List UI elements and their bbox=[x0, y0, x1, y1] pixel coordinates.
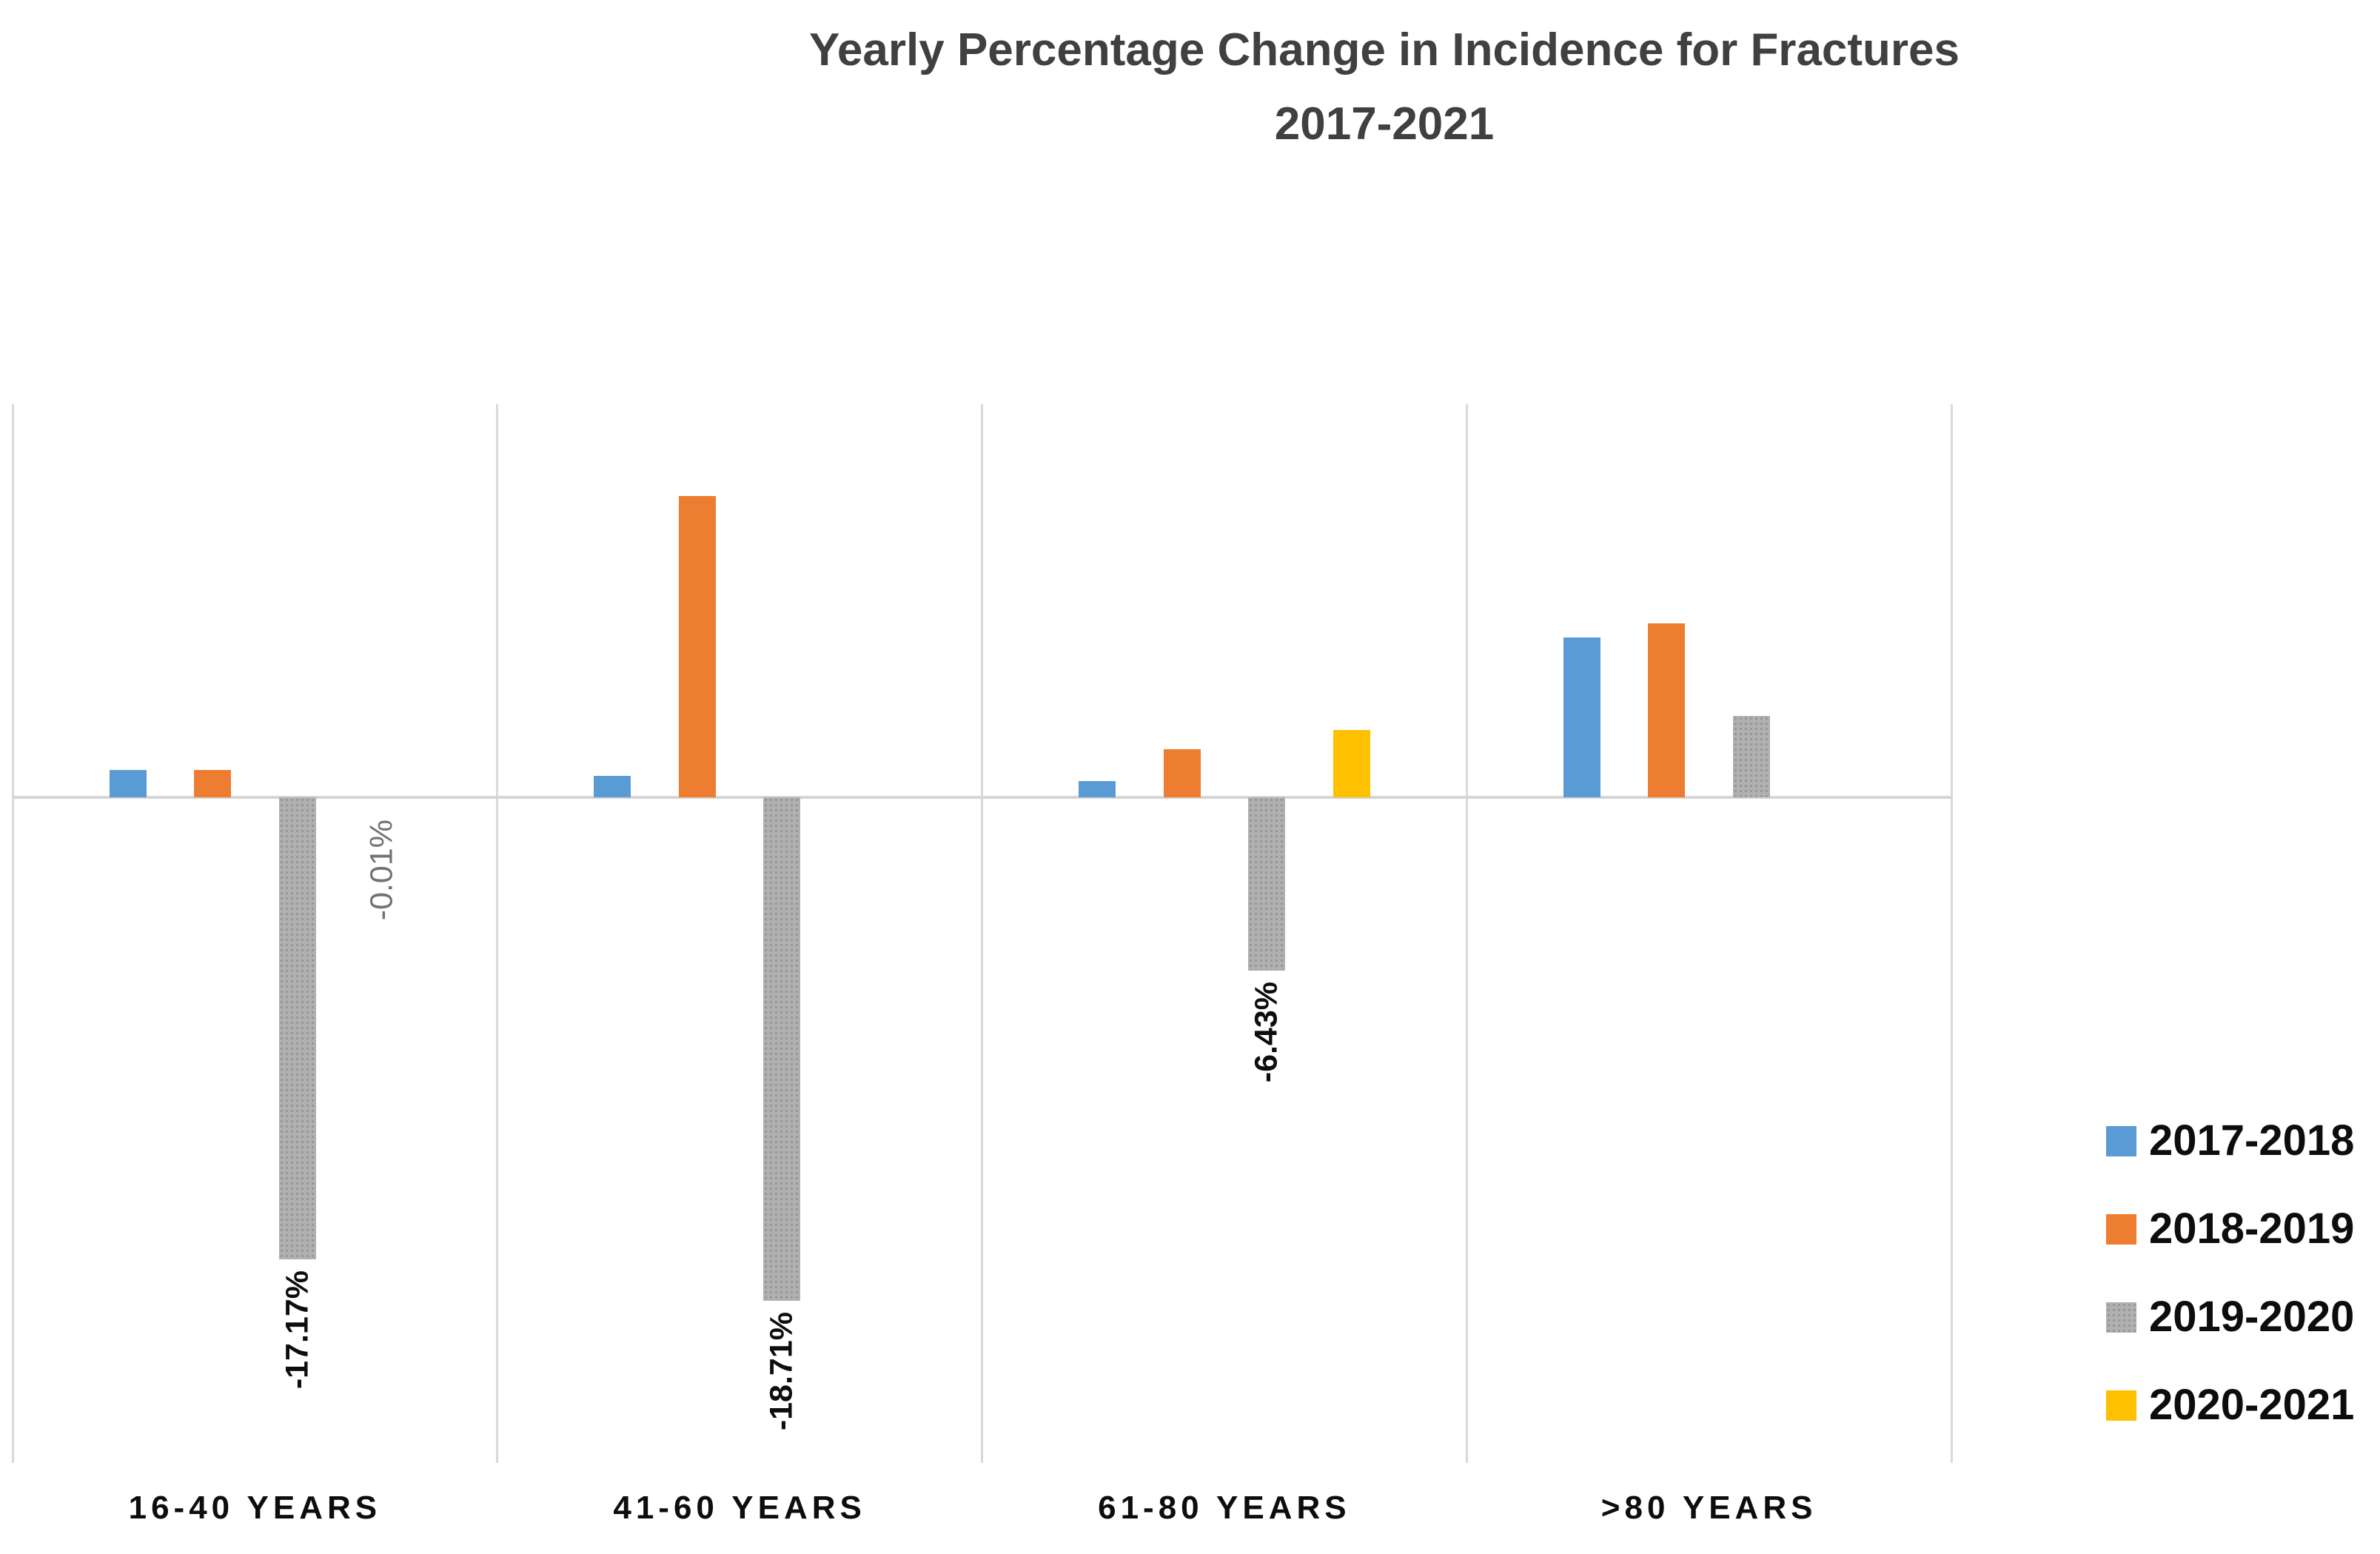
legend-swatch-icon bbox=[2106, 1390, 2136, 1421]
bar-2018-2019-41-60-years bbox=[678, 495, 716, 797]
bar-2019-2020-41-60-years bbox=[763, 797, 801, 1302]
legend-swatch-icon bbox=[2106, 1302, 2136, 1333]
x-axis-label-61-80-years: 61-80 YEARS bbox=[1098, 1490, 1351, 1526]
legend-label: 2017-2018 bbox=[2149, 1116, 2355, 1165]
category-separator-gridline bbox=[981, 404, 983, 1463]
zero-axis-line bbox=[13, 796, 1951, 799]
x-axis-label-16-40-years: 16-40 YEARS bbox=[128, 1490, 382, 1526]
bar-2019-2020-16-40-years bbox=[278, 797, 316, 1260]
x-axis-label--80-years: >80 YEARS bbox=[1600, 1490, 1817, 1526]
bar-2017-2018-61-80-years bbox=[1079, 781, 1116, 797]
value-label: -0.01% bbox=[363, 820, 400, 921]
bar-2019-2020-61-80-years bbox=[1248, 797, 1286, 971]
legend-item-2019-2020: 2019-2020 bbox=[2106, 1294, 2354, 1340]
bar-2018-2019-61-80-years bbox=[1163, 748, 1201, 797]
legend-item-2018-2019: 2018-2019 bbox=[2106, 1206, 2354, 1252]
category-separator-gridline bbox=[11, 404, 14, 1463]
category-separator-gridline bbox=[1465, 404, 1468, 1463]
legend-label: 2018-2019 bbox=[2149, 1205, 2355, 1253]
chart-title: Yearly Percentage Change in Incidence fo… bbox=[496, 13, 2273, 161]
bar-2020-2021-61-80-years bbox=[1333, 730, 1370, 797]
value-label: -18.71% bbox=[763, 1312, 800, 1431]
category-separator-gridline bbox=[496, 404, 499, 1463]
bar-2017-2018-16-40-years bbox=[109, 769, 147, 797]
value-label: -17.17% bbox=[279, 1270, 315, 1390]
legend-label: 2019-2020 bbox=[2149, 1293, 2355, 1341]
legend-item-2020-2021: 2020-2021 bbox=[2106, 1382, 2354, 1428]
bar-2017-2018-41-60-years bbox=[594, 775, 631, 797]
chart-title-line-1: Yearly Percentage Change in Incidence fo… bbox=[808, 24, 1960, 76]
bar-2018-2019-16-40-years bbox=[194, 769, 232, 797]
legend-swatch-icon bbox=[2106, 1125, 2136, 1156]
bar-2017-2018--80-years bbox=[1563, 637, 1600, 797]
chart-title-line-2: 2017-2021 bbox=[1274, 98, 1495, 150]
value-label: -6.43% bbox=[1248, 981, 1284, 1083]
legend-swatch-icon bbox=[2106, 1213, 2136, 1245]
x-axis-label-41-60-years: 41-60 YEARS bbox=[613, 1490, 866, 1526]
legend: 2017-2018 2018-2019 2019-2020 2020-2021 bbox=[2106, 1118, 2354, 1470]
bar-2018-2019--80-years bbox=[1648, 623, 1686, 797]
category-separator-gridline bbox=[1950, 404, 1953, 1463]
legend-label: 2020-2021 bbox=[2149, 1381, 2355, 1429]
legend-item-2017-2018: 2017-2018 bbox=[2106, 1118, 2354, 1164]
bar-2019-2020--80-years bbox=[1732, 715, 1770, 797]
